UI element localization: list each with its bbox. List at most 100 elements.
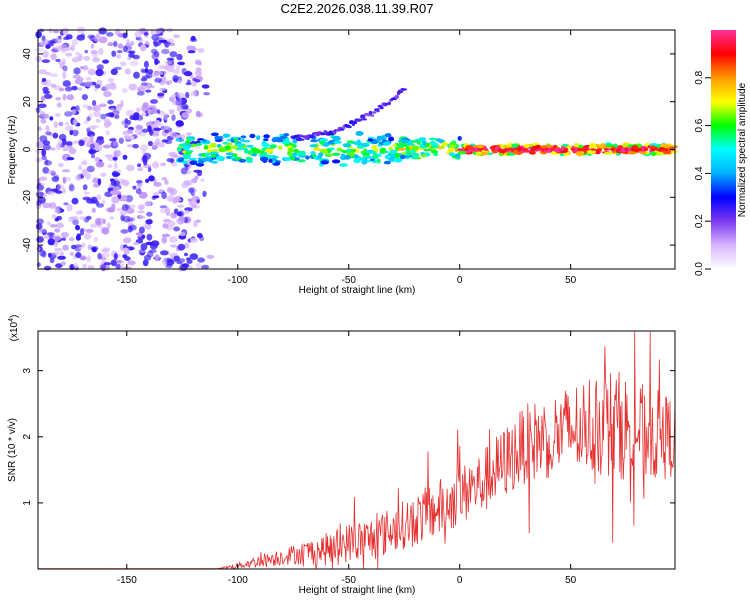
spectrogram-noise-blob [138,191,148,199]
spectrogram-trace-point [309,144,318,148]
spectrogram-trace-point [350,148,357,153]
spectrogram-noise-blob [185,91,190,99]
spectrogram-trace-point [182,145,190,151]
spectrogram-trace-point [523,149,532,153]
spectrogram-noise-blob [36,178,41,184]
spectrogram-noise-blob [164,179,169,186]
spectrogram-trace-point [209,142,217,148]
snr-y-axis: 1 2 3 [22,367,675,506]
spectrogram-noise-blob [100,257,107,261]
spectrogram-noise-blob [45,72,52,76]
spectrogram-noise-blob [83,55,91,61]
spectrogram-noise-blob [112,141,118,147]
spectrogram-trace-point [295,137,303,142]
spectrogram-trace-point [288,147,293,153]
spectrogram-noise-blob [145,219,153,225]
spectrogram-trace-point [523,143,530,148]
spectrogram-noise-blob [93,87,98,92]
spectrogram-trace-point [353,158,361,164]
spectrogram-trace-point [430,144,439,149]
spectrogram-noise-blob [109,190,119,196]
spectrogram-trace-point [412,145,419,151]
spectrogram-trace-core [484,148,489,151]
spectrogram-noise-blob [176,64,180,71]
spectrogram-trace-point [245,156,253,162]
spectrogram-noise-blob [158,188,163,193]
spectrogram-noise-blob [132,143,139,149]
snr-y-scale-exp: 4 [8,318,15,322]
spectrogram-noise-blob [129,116,136,120]
spectrogram-noise-blob [36,200,42,206]
spectrogram-trace-point [230,138,235,143]
colorbar-tick-label: 0.8 [694,70,705,84]
spectrogram-noise-blob [66,157,75,161]
snr-x-label: Height of straight line (km) [299,585,416,596]
spectrogram-noise-blob [123,247,128,251]
spectrogram-trace-point [189,160,198,165]
spectrogram-trace-point [356,139,361,144]
spectrogram-noise-blob [84,232,92,240]
spectrogram-noise-blob [83,191,90,195]
spectrogram-curve-point [379,106,384,110]
spectrogram-noise-blob [80,228,85,236]
spectrogram-noise-blob [48,234,54,240]
spectrogram-trace-point [455,153,461,159]
spectrogram-trace-point [238,158,247,163]
spectrogram-noise-blob [181,182,189,189]
spectrogram-noise-blob [190,237,198,243]
snr-x-axis: -150 -100 -50 0 50 [117,331,577,586]
spectrogram-trace-point [375,138,382,142]
spectrogram-noise-blob [176,53,183,61]
spectrogram-noise-blob [48,28,53,33]
spectrogram-trace-point [355,131,364,136]
spectrogram-noise-blob [161,177,168,181]
spectrogram-noise-blob [90,43,95,49]
spectrogram-noise-blob [57,255,66,260]
snr-y-tick-label: 1 [22,500,33,506]
spectrogram-noise-blob [49,116,54,121]
spectrogram-noise-blob [185,82,192,86]
spectrogram-noise-blob [98,144,103,151]
spectrogram-trace-point [410,140,418,143]
spectrogram-trace-point [183,156,190,160]
spectrogram-noise-blob [191,80,198,87]
spectrogram-noise-blob [75,105,80,111]
spectrogram-noise-blob [173,78,178,83]
spectrogram-trace-core [537,148,542,151]
spectrogram-noise-blob [161,233,171,238]
spectrogram-noise-blob [153,182,162,187]
spectrogram-noise-blob [126,218,134,222]
spectrogram-noise-blob [120,194,128,202]
snr-x-tick-label: 50 [565,575,577,586]
spectrogram-noise-blob [81,168,88,177]
spectrogram-noise-blob [159,205,168,209]
spectrogram-noise-blob [185,132,193,136]
spectrogram-noise-blob [55,263,63,269]
spectrogram-noise-blob [157,92,165,97]
spectrogram-trace-point [322,149,328,154]
spectrogram-noise-blob [169,236,178,243]
spectrogram-noise-blob [143,32,149,36]
spectrogram-noise-blob [87,34,95,39]
spectrogram-noise-blob [42,78,47,82]
spectrogram-noise-blob [176,195,182,199]
spectrogram-noise-blob [172,99,180,106]
spectrogram-noise-blob [112,186,120,192]
spectrogram-noise-blob [61,237,66,241]
spectrogram-frame [37,29,676,270]
spectrogram-noise-blob [162,258,168,266]
spectrogram-noise-blob [127,260,136,266]
spectrogram-noise-blob [139,84,146,92]
spectrogram-noise-blob [147,140,153,147]
spectrogram-trace-core [624,148,629,151]
spectrogram-trace-point [310,139,319,143]
spectrogram-trace-point [448,144,456,148]
spectrogram-trace-point [269,144,277,149]
spectrogram-noise-blob [94,84,101,89]
spectrogram-trace-point [264,148,274,153]
spectrogram-noise-blob [144,201,152,207]
spectrogram-trace-point [384,133,392,138]
spectrogram-trace-point [502,145,509,150]
spectrogram-noise-blob [84,49,89,54]
spectrogram-trace-point [362,152,370,156]
